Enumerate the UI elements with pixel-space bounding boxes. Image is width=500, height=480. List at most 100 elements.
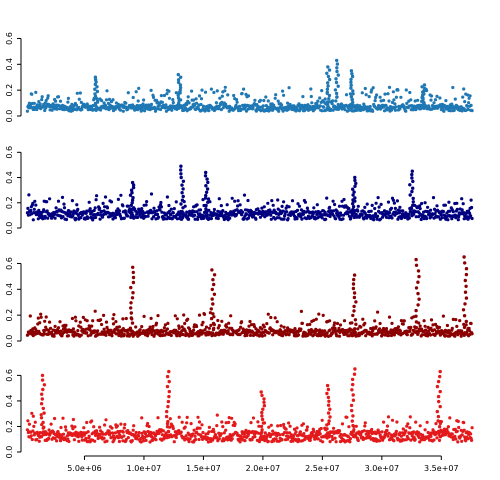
data-point bbox=[139, 437, 143, 441]
data-point bbox=[253, 98, 257, 102]
data-point bbox=[460, 433, 464, 437]
data-point bbox=[373, 319, 377, 323]
peak-point bbox=[181, 187, 185, 191]
data-point bbox=[273, 316, 277, 320]
data-point bbox=[171, 426, 175, 431]
peak-point bbox=[167, 389, 171, 394]
x-tick-label: 2.0e+07 bbox=[246, 464, 281, 473]
data-point bbox=[227, 420, 231, 424]
data-point bbox=[136, 108, 140, 112]
peak-point bbox=[178, 88, 182, 92]
data-point bbox=[460, 439, 464, 443]
data-point bbox=[398, 329, 402, 333]
data-point bbox=[224, 421, 228, 425]
peak-point bbox=[204, 184, 208, 188]
data-point bbox=[447, 200, 451, 204]
peak-point bbox=[326, 387, 331, 392]
data-point bbox=[315, 212, 319, 216]
peak-point bbox=[463, 331, 468, 335]
peak-point bbox=[212, 282, 216, 287]
data-point bbox=[369, 209, 373, 213]
data-point bbox=[371, 86, 375, 90]
data-point bbox=[194, 437, 198, 442]
peak-point bbox=[166, 399, 171, 404]
data-point bbox=[27, 422, 31, 426]
data-point bbox=[115, 424, 119, 428]
data-point bbox=[87, 200, 91, 204]
data-point bbox=[407, 216, 411, 220]
data-point bbox=[193, 103, 197, 107]
data-point bbox=[396, 325, 400, 329]
data-point bbox=[173, 314, 177, 318]
peak-point bbox=[166, 430, 171, 434]
peak-point bbox=[350, 377, 355, 382]
peak-point bbox=[416, 331, 420, 335]
data-point bbox=[462, 421, 466, 425]
data-point bbox=[365, 202, 369, 206]
data-point bbox=[330, 434, 334, 439]
peak-point bbox=[349, 69, 354, 73]
data-point bbox=[113, 216, 117, 220]
data-point bbox=[266, 201, 270, 205]
data-point bbox=[159, 94, 163, 98]
data-point bbox=[46, 94, 50, 98]
data-point bbox=[386, 92, 390, 96]
data-point bbox=[334, 329, 338, 333]
data-point bbox=[79, 333, 83, 337]
data-point bbox=[30, 411, 34, 415]
data-point bbox=[457, 215, 461, 219]
data-point bbox=[320, 329, 324, 333]
peak-point bbox=[416, 269, 421, 273]
x-tick-label: 1.0e+07 bbox=[127, 464, 162, 473]
data-point bbox=[316, 437, 320, 441]
data-point bbox=[86, 430, 90, 434]
peak-point bbox=[131, 331, 135, 335]
data-point bbox=[406, 422, 410, 426]
peak-point bbox=[411, 186, 415, 190]
data-point bbox=[31, 429, 35, 433]
data-point bbox=[462, 87, 466, 91]
peak-point bbox=[41, 387, 45, 392]
data-point bbox=[423, 201, 427, 205]
data-point bbox=[449, 109, 453, 113]
data-point bbox=[172, 207, 176, 211]
data-point bbox=[360, 213, 364, 217]
data-point bbox=[331, 199, 335, 203]
data-point bbox=[318, 210, 322, 214]
data-point bbox=[144, 438, 148, 442]
data-point bbox=[305, 425, 309, 429]
data-point bbox=[431, 196, 436, 200]
data-point bbox=[331, 326, 335, 330]
peak-point bbox=[179, 164, 183, 168]
data-point bbox=[280, 103, 284, 107]
data-point bbox=[341, 217, 345, 221]
data-point bbox=[87, 324, 91, 328]
data-point bbox=[55, 107, 59, 111]
peak-point bbox=[211, 331, 215, 335]
data-point bbox=[104, 418, 108, 422]
peak-point bbox=[131, 275, 136, 280]
data-point bbox=[169, 333, 173, 338]
data-point bbox=[142, 314, 146, 318]
data-point bbox=[416, 98, 420, 102]
data-point bbox=[212, 207, 216, 212]
data-point bbox=[336, 211, 340, 215]
peak-point bbox=[335, 58, 339, 63]
peak-point bbox=[414, 314, 418, 318]
data-point bbox=[37, 100, 41, 104]
data-point bbox=[374, 212, 378, 216]
data-point bbox=[45, 209, 49, 213]
data-point bbox=[174, 200, 178, 204]
data-point bbox=[84, 436, 88, 441]
data-point bbox=[321, 440, 325, 444]
data-point bbox=[375, 217, 379, 221]
data-point bbox=[294, 430, 298, 434]
peak-point bbox=[438, 369, 442, 374]
data-point bbox=[167, 209, 171, 213]
data-point bbox=[257, 424, 261, 428]
peak-point bbox=[326, 65, 330, 69]
data-point bbox=[356, 209, 360, 213]
data-point bbox=[163, 106, 167, 110]
data-point bbox=[64, 217, 69, 222]
data-point bbox=[112, 313, 116, 317]
